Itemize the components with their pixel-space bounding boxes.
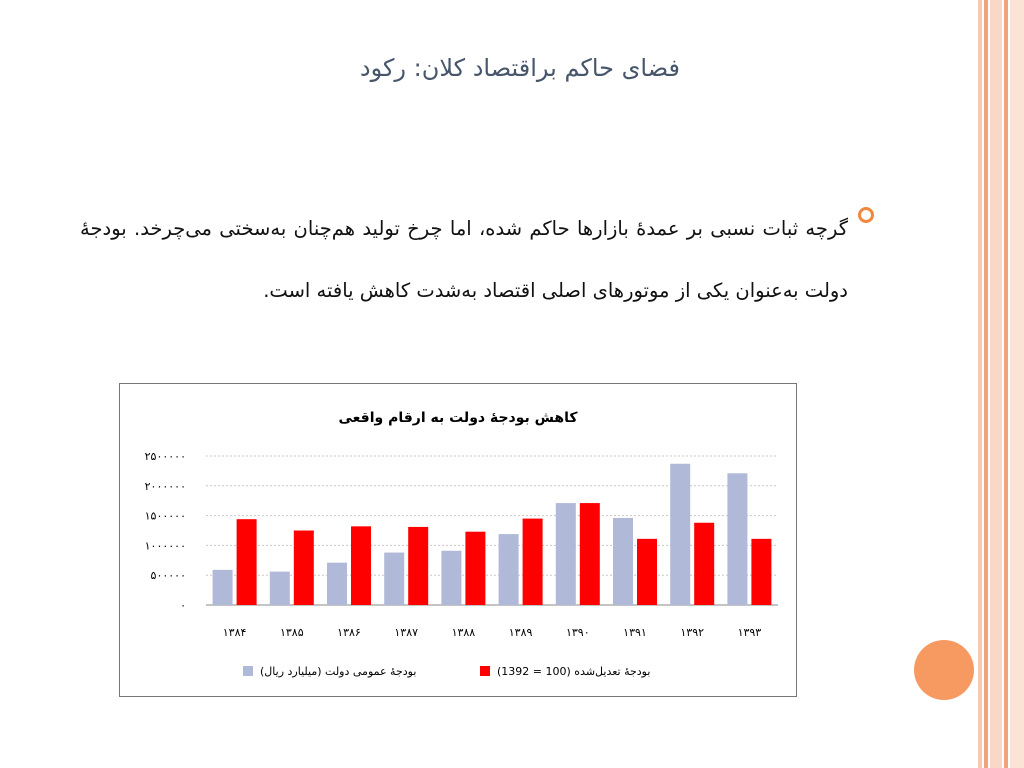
bar (212, 569, 233, 605)
bar (727, 473, 748, 605)
x-tick-label: ۱۳۸۵ (280, 626, 304, 639)
bar (694, 522, 715, 605)
bar (579, 503, 600, 605)
x-tick-label: ۱۳۸۷ (394, 626, 418, 639)
legend-label: بودجهٔ عمومی دولت (میلیارد ریال) (260, 665, 416, 678)
bar (351, 526, 371, 605)
bar (441, 550, 462, 605)
decor-stripe (984, 0, 988, 768)
x-tick-label: ۱۳۹۲ (680, 626, 704, 639)
chart-frame: کاهش بودجهٔ دولت به ارقام واقعی ۰ ۵۰۰۰۰۰ ۱… (119, 383, 797, 697)
bar (498, 534, 519, 605)
chart-title: کاهش بودجهٔ دولت به ارقام واقعی (338, 410, 578, 426)
bar-chart: کاهش بودجهٔ دولت به ارقام واقعی ۰ ۵۰۰۰۰۰ ۱… (145, 410, 778, 678)
legend: بودجهٔ عمومی دولت (میلیارد ریال) بودجهٔ ت… (243, 665, 650, 678)
decor-stripe (1004, 0, 1008, 768)
gridlines (206, 455, 778, 576)
bar (327, 562, 347, 605)
decor-stripe (1010, 0, 1024, 768)
bullet-ring-icon (858, 207, 874, 223)
x-tick-label: ۱۳۸۴ (223, 626, 247, 639)
y-tick-label: ۱۵۰۰۰۰۰ (145, 510, 186, 523)
bar (293, 530, 314, 605)
bars (212, 463, 772, 605)
legend-swatch (243, 666, 253, 676)
decor-circle (914, 640, 974, 700)
x-tick-label: ۱۳۸۸ (452, 626, 476, 639)
decor-stripe (978, 0, 982, 768)
bar (555, 503, 576, 605)
x-tick-label: ۱۳۸۶ (337, 626, 361, 639)
slide-title: فضای حاکم براقتصاد کلان: رکود (359, 54, 680, 82)
legend-label: بودجهٔ تعدیل‌شده (100 = 1392) (497, 665, 650, 678)
x-axis: ۱۳۸۴ ۱۳۸۵ ۱۳۸۶ ۱۳۸۷ ۱۳۸۸ ۱۳۸۹ ۱۳۹۰ ۱۳۹۱ ۱۳۹۲ ۱۳۹۳ (223, 626, 762, 639)
bar (236, 519, 257, 605)
bar (522, 518, 543, 605)
bullet-text: گرچه ثبات نسبی بر عمدهٔ بازارها حاکم شده… (80, 217, 848, 302)
x-tick-label: ۱۳۹۰ (566, 626, 590, 639)
bar (637, 538, 657, 605)
decor-stripe (990, 0, 1002, 768)
bar (408, 526, 429, 605)
legend-swatch (480, 666, 490, 676)
x-tick-label: ۱۳۹۳ (738, 626, 762, 639)
bar (269, 571, 290, 605)
bar (465, 531, 486, 605)
x-tick-label: ۱۳۹۱ (623, 626, 647, 639)
bar (384, 552, 405, 605)
y-tick-label: ۲۰۰۰۰۰۰ (145, 480, 186, 493)
y-tick-label: ۵۰۰۰۰۰ (151, 569, 186, 582)
x-tick-label: ۱۳۸۹ (509, 626, 533, 639)
y-tick-label: ۰ (180, 599, 186, 612)
bar (613, 517, 633, 605)
bar (751, 538, 772, 605)
y-tick-label: ۲۵۰۰۰۰۰ (145, 450, 186, 463)
y-tick-label: ۱۰۰۰۰۰۰ (145, 539, 186, 552)
bar (670, 463, 691, 605)
